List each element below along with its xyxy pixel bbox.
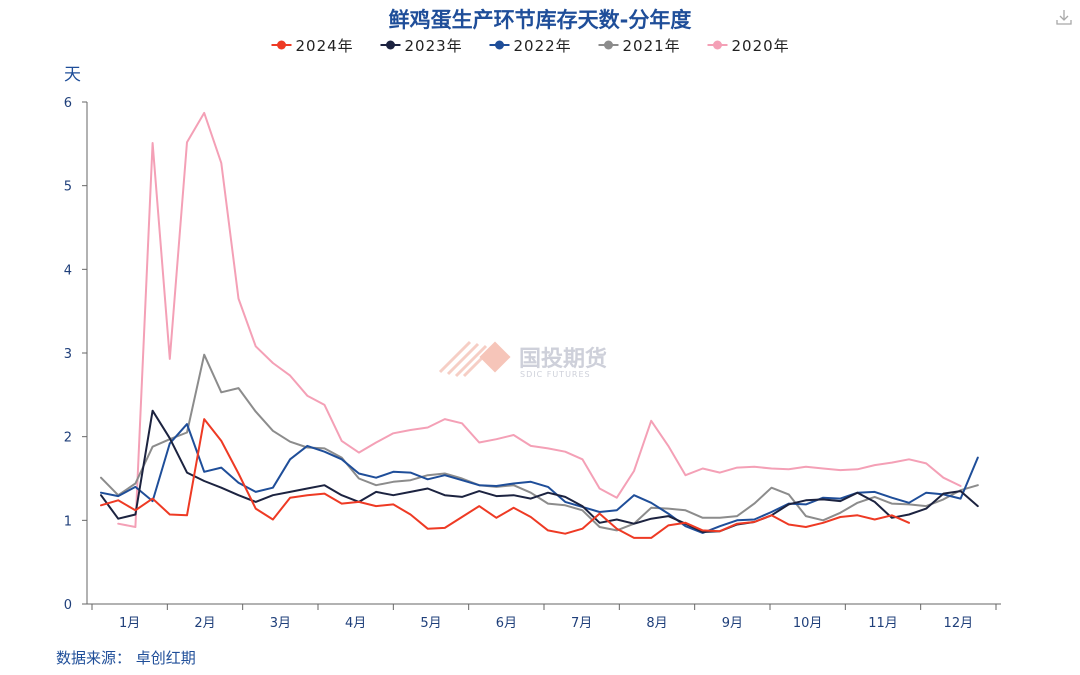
- x-tick-label: 12月: [944, 616, 974, 631]
- legend-label: 2022年: [514, 37, 572, 55]
- watermark-text: 国投期货: [519, 346, 607, 372]
- series-line-2021年: [100, 353, 979, 532]
- y-tick-label: 1: [64, 514, 72, 529]
- y-tick-label: 2: [64, 431, 72, 446]
- x-tick-label: 6月: [496, 616, 517, 631]
- legend-marker: [386, 40, 395, 50]
- watermark-subtext: SDIC FUTURES: [520, 370, 591, 379]
- chart-title: 鲜鸡蛋生产环节库存天数-分年度: [389, 8, 692, 32]
- series-group: [100, 111, 979, 539]
- y-tick-label: 4: [64, 263, 72, 278]
- watermark-logo-icon: [438, 340, 511, 378]
- legend: 2024年 2023年 2022年 2021年 2020年: [271, 37, 790, 55]
- legend-marker: [604, 40, 613, 50]
- x-tick-label: 2月: [194, 616, 215, 631]
- legend-item: 2022年: [489, 37, 572, 55]
- x-tick-label: 7月: [571, 616, 592, 631]
- series-line-2023年: [100, 409, 979, 533]
- source-note: 数据来源： 卓创红期: [56, 649, 196, 667]
- legend-item: 2021年: [598, 37, 681, 55]
- x-tick-label: 4月: [345, 616, 366, 631]
- legend-marker: [277, 40, 286, 50]
- legend-label: 2021年: [623, 37, 681, 55]
- legend-item: 2023年: [380, 37, 463, 55]
- legend-marker: [713, 40, 722, 50]
- series-line-2020年: [117, 111, 962, 528]
- y-tick-label: 0: [64, 598, 72, 613]
- legend-label: 2024年: [296, 37, 354, 55]
- download-icon[interactable]: [1056, 10, 1072, 25]
- x-tick-label: 8月: [646, 616, 667, 631]
- series-line-2024年: [100, 418, 910, 539]
- legend-item: 2020年: [707, 37, 790, 55]
- x-tick-label: 5月: [420, 616, 441, 631]
- y-axis-label: 天: [64, 65, 81, 85]
- x-tick-label: 9月: [722, 616, 743, 631]
- legend-label: 2020年: [732, 37, 790, 55]
- x-tick-label: 1月: [119, 616, 140, 631]
- y-tick-label: 5: [64, 180, 72, 195]
- x-tick-label: 3月: [270, 616, 291, 631]
- legend-item: 2024年: [271, 37, 354, 55]
- series-line-2022年: [100, 423, 979, 534]
- x-tick-label: 10月: [793, 616, 823, 631]
- watermark: 国投期货 SDIC FUTURES: [438, 340, 607, 379]
- y-tick-label: 6: [64, 96, 72, 111]
- legend-label: 2023年: [405, 37, 463, 55]
- y-tick-label: 3: [64, 347, 72, 362]
- x-tick-label: 11月: [868, 616, 898, 631]
- legend-marker: [495, 40, 504, 50]
- axes: 0 1 2 3 4 5 6 1月 2月 3月 4月 5月 6月 7月 8月 9月 10月 11月 12月: [64, 96, 1001, 631]
